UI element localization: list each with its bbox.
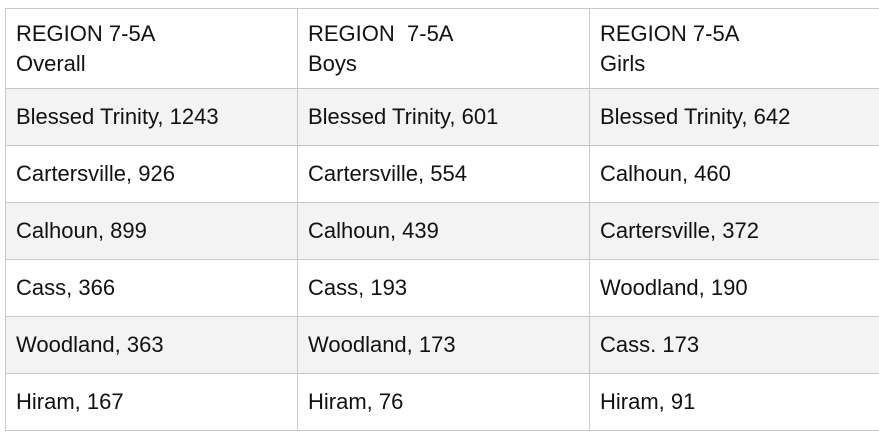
header-group: Overall	[16, 50, 86, 76]
header-region: REGION 7-5A	[600, 20, 740, 46]
table-cell: Woodland, 363	[5, 316, 298, 374]
header-cell: REGION 7-5A Overall	[5, 8, 298, 89]
table-cell: Cartersville, 926	[5, 145, 298, 203]
table-cell: Calhoun, 460	[589, 145, 879, 203]
table-cell: Calhoun, 439	[297, 202, 590, 260]
table-row: Calhoun, 899 Calhoun, 439 Cartersville, 37…	[5, 202, 879, 260]
table-row: Hiram, 167 Hiram, 76 Hiram, 91	[5, 373, 879, 431]
table-cell: Calhoun, 899	[5, 202, 298, 260]
table-cell: Woodland, 173	[297, 316, 590, 374]
table-cell: Blessed Trinity, 601	[297, 88, 590, 146]
table-row: Woodland, 363 Woodland, 173 Cass. 173	[5, 316, 879, 374]
table-cell: Woodland, 190	[589, 259, 879, 317]
table-cell: Hiram, 167	[5, 373, 298, 431]
table-cell: Cartersville, 554	[297, 145, 590, 203]
table-container: REGION 7-5A Overall REGION 7-5A Boys REGION …	[5, 8, 879, 431]
table-cell: Cass, 193	[297, 259, 590, 317]
table-cell: Cartersville, 372	[589, 202, 879, 260]
header-group: Girls	[600, 50, 646, 76]
table-row: Cartersville, 926 Cartersville, 554 Calhou…	[5, 145, 879, 203]
table-cell: Cass, 366	[5, 259, 298, 317]
table-cell: Blessed Trinity, 642	[589, 88, 879, 146]
table-cell: Cass. 173	[589, 316, 879, 374]
header-row: REGION 7-5A Overall REGION 7-5A Boys REGION …	[5, 8, 879, 89]
table-cell: Blessed Trinity, 1243	[5, 88, 298, 146]
table-cell: Hiram, 76	[297, 373, 590, 431]
table-row: Blessed Trinity, 1243 Blessed Trinity, 60…	[5, 88, 879, 146]
header-region: REGION 7-5A	[308, 20, 454, 46]
standings-table: REGION 7-5A Overall REGION 7-5A Boys REGION …	[5, 8, 879, 431]
table-cell: Hiram, 91	[589, 373, 879, 431]
header-cell: REGION 7-5A Girls	[589, 8, 879, 89]
header-group: Boys	[308, 50, 357, 76]
header-cell: REGION 7-5A Boys	[297, 8, 590, 89]
table-row: Cass, 366 Cass, 193 Woodland, 190	[5, 259, 879, 317]
header-region: REGION 7-5A	[16, 20, 156, 46]
